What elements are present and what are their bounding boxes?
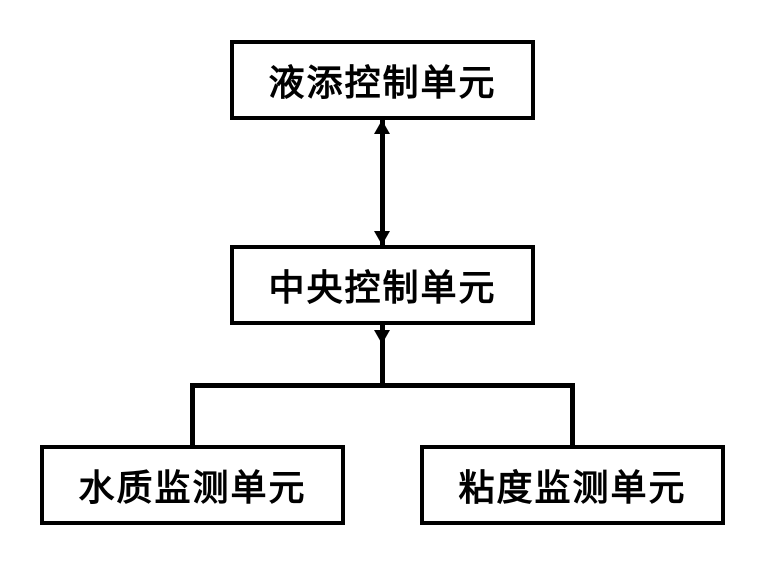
node-liquid-additive-control: 液添控制单元 — [230, 40, 535, 120]
arrow-down-stub — [374, 330, 390, 344]
arrow-down-middle — [374, 231, 390, 245]
node-water-quality-monitor: 水质监测单元 — [40, 445, 345, 525]
connector-to-bottom-left — [190, 383, 195, 445]
connector-to-bottom-right — [570, 383, 575, 445]
connector-horizontal-split — [190, 383, 575, 388]
node-viscosity-monitor: 粘度监测单元 — [420, 445, 725, 525]
node-label: 中央控制单元 — [268, 259, 496, 311]
node-label: 液添控制单元 — [268, 54, 496, 106]
arrow-up-top — [374, 120, 390, 134]
node-label: 粘度监测单元 — [458, 459, 686, 511]
node-label: 水质监测单元 — [78, 459, 306, 511]
node-central-control: 中央控制单元 — [230, 245, 535, 325]
connector-top-middle — [380, 120, 385, 245]
